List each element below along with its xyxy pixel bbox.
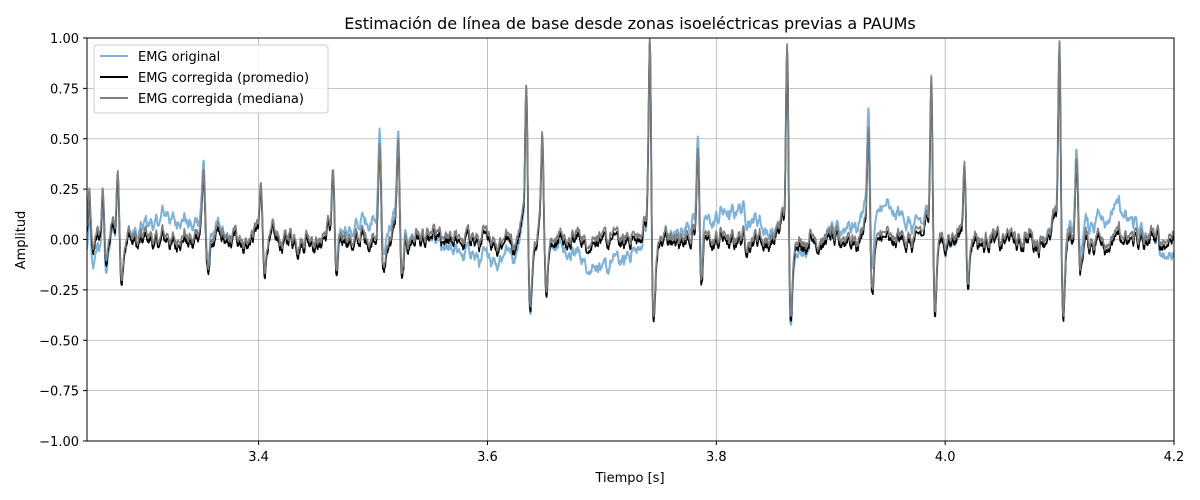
legend-label-mediana: EMG corregida (mediana) xyxy=(138,92,304,107)
x-tick-label: 4.0 xyxy=(935,450,956,465)
x-axis-label: Tiempo [s] xyxy=(594,471,664,486)
plot-area xyxy=(87,38,1174,441)
y-tick-label: −0.75 xyxy=(39,385,79,400)
x-tick-label: 3.8 xyxy=(706,450,727,465)
y-tick-label: 0.00 xyxy=(50,234,79,249)
x-tick-label: 4.2 xyxy=(1164,450,1185,465)
y-tick-label: 0.50 xyxy=(50,133,79,148)
legend: EMG original EMG corregida (promedio) EM… xyxy=(93,44,329,114)
y-tick-label: 0.25 xyxy=(50,183,79,198)
legend-box xyxy=(93,44,329,114)
series-line-mediana xyxy=(87,38,1174,318)
y-tick-label: −1.00 xyxy=(39,435,79,450)
y-tick-label: −0.25 xyxy=(39,284,79,299)
y-axis-label: Amplitud xyxy=(14,211,29,270)
legend-label-original: EMG original xyxy=(138,50,220,65)
axis-ticks: 3.4 3.6 3.8 4.0 4.2 −1.00 −0.75 −0.50 −0.25 0.00 0… xyxy=(39,32,1184,465)
y-tick-label: 0.75 xyxy=(50,82,79,97)
y-tick-label: 1.00 xyxy=(50,32,79,47)
y-tick-label: −0.50 xyxy=(39,334,79,349)
legend-label-promedio: EMG corregida (promedio) xyxy=(138,71,309,86)
x-tick-label: 3.6 xyxy=(477,450,498,465)
x-tick-label: 3.4 xyxy=(248,450,269,465)
chart-title: Estimación de línea de base desde zonas … xyxy=(344,14,915,33)
